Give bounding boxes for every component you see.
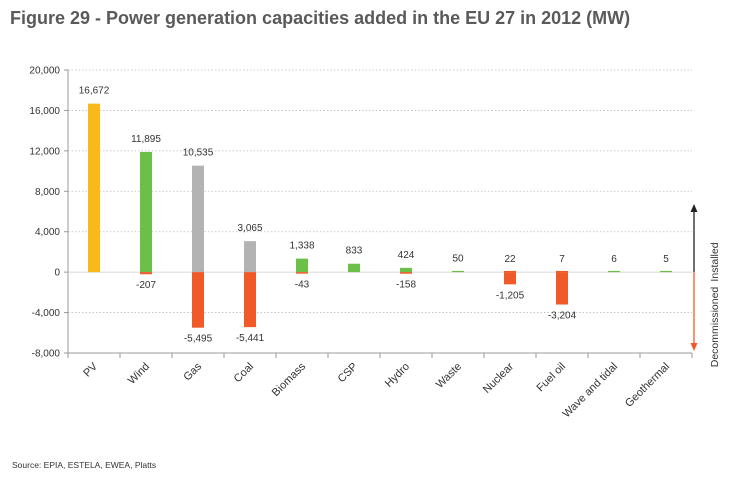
data-label-installed: 11,895 — [131, 134, 161, 145]
data-label-installed: 3,065 — [237, 223, 262, 234]
y-tick-label: -8,000 — [32, 349, 61, 360]
x-tick-label: Fuel oil — [535, 361, 569, 395]
bar-installed-pv — [88, 103, 100, 273]
chart-title: Figure 29 - Power generation capacities … — [10, 8, 631, 28]
bar-decommissioned-gas — [192, 272, 204, 328]
data-label-installed: 424 — [398, 250, 415, 261]
data-label-decommissioned: -207 — [136, 280, 156, 291]
bar-installed-hydro — [400, 267, 412, 273]
data-label-installed: 16,672 — [79, 86, 110, 97]
bar-decommissioned-biomass — [296, 272, 308, 274]
data-label-installed: 22 — [504, 254, 516, 265]
bar-decommissioned-wind — [140, 272, 152, 275]
bar-installed-csp — [348, 263, 360, 273]
y-tick-label: 12,000 — [29, 146, 60, 157]
bar-installed-waste — [452, 270, 464, 273]
x-tick-label: Hydro — [383, 361, 412, 390]
data-label-installed: 6 — [611, 254, 617, 265]
x-tick-label: Coal — [232, 361, 256, 385]
x-tick-label: Wind — [126, 361, 152, 387]
data-label-decommissioned: -5,441 — [236, 333, 265, 344]
data-label-decommissioned: -5,495 — [184, 334, 213, 345]
bar-installed-wave-and-tidal — [608, 270, 620, 273]
bar-decommissioned-coal — [244, 272, 256, 328]
bar-installed-wind — [140, 151, 152, 273]
data-label-decommissioned: -158 — [396, 280, 416, 291]
data-label-decommissioned: -43 — [295, 280, 310, 291]
bar-decommissioned-fuel-oil — [556, 272, 568, 305]
legend-installed: Installed — [709, 242, 721, 281]
bar-installed-geothermal — [660, 270, 672, 273]
x-tick-label: Biomass — [270, 360, 309, 399]
x-tick-label: Waste — [434, 361, 464, 391]
x-tick-label: PV — [81, 360, 100, 379]
data-label-installed: 833 — [346, 246, 363, 257]
bar-installed-fuel-oil — [556, 270, 568, 273]
data-label-decommissioned: -3,204 — [548, 311, 577, 322]
bar-installed-coal — [244, 241, 256, 273]
bar-installed-biomass — [296, 258, 308, 273]
x-tick-label: Nuclear — [481, 360, 517, 396]
x-tick-label: CSP — [336, 361, 360, 385]
y-tick-label: 4,000 — [35, 227, 60, 238]
decommissioned-arrow-head — [690, 343, 698, 351]
bar-decommissioned-hydro — [400, 272, 412, 274]
y-tick-label: 20,000 — [29, 66, 60, 77]
data-label-installed: 5 — [663, 254, 669, 265]
data-label-installed: 7 — [559, 254, 565, 265]
legend-decommissioned: Decommissioned — [709, 287, 721, 368]
bar-decommissioned-nuclear — [504, 272, 516, 285]
x-tick-label: Wave and tidal — [560, 361, 620, 421]
data-label-installed: 1,338 — [289, 241, 314, 252]
y-tick-label: 0 — [54, 268, 60, 279]
x-tick-label: Geothermal — [623, 361, 672, 410]
source-note: Source: EPIA, ESTELA, EWEA, Platts — [12, 460, 157, 470]
y-tick-label: 8,000 — [35, 187, 60, 198]
data-label-installed: 10,535 — [183, 148, 214, 159]
data-label-installed: 50 — [452, 254, 464, 265]
installed-arrow-head — [690, 204, 698, 212]
data-label-decommissioned: -1,205 — [496, 290, 525, 301]
y-tick-label: 16,000 — [29, 106, 60, 117]
bar-installed-nuclear — [504, 270, 516, 273]
bar-installed-gas — [192, 165, 204, 273]
x-tick-label: Gas — [181, 360, 204, 383]
y-tick-label: -4,000 — [32, 308, 61, 319]
